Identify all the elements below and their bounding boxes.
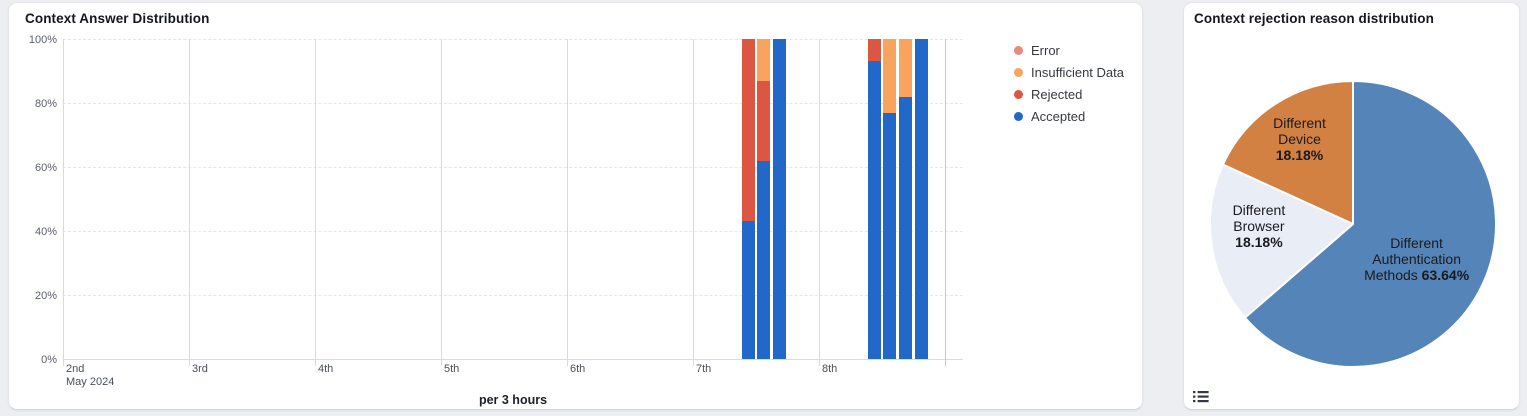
gridline-day-5 <box>693 39 694 366</box>
x-tick-4th: 4th <box>318 363 334 375</box>
bar-segment-accepted[interactable] <box>899 96 913 359</box>
legend-dot-icon <box>1014 89 1023 99</box>
x-tick-7th: 7th <box>696 363 712 375</box>
legend-toggle-icon[interactable] <box>1193 390 1209 404</box>
bar-segment-rejected[interactable] <box>757 80 771 161</box>
legend-item-rejected[interactable]: Rejected <box>1014 83 1124 105</box>
bar-chart-plot-area <box>63 39 963 366</box>
gridline-h-20% <box>63 295 963 296</box>
chart-legend: Error Insufficient Data Rejected Accepted <box>1014 39 1124 127</box>
legend-item-label: Accepted <box>1031 108 1086 124</box>
bar-segment-accepted[interactable] <box>867 61 881 359</box>
legend-item-accepted[interactable]: Accepted <box>1014 105 1124 127</box>
legend-item-label: Rejected <box>1031 86 1083 102</box>
legend-item-label: Insufficient Data <box>1031 64 1124 80</box>
legend-item-error[interactable]: Error <box>1014 39 1124 61</box>
x-tick-8th: 8th <box>822 363 838 375</box>
y-tick-60%: 60% <box>34 162 57 174</box>
x-axis-line <box>63 359 963 360</box>
gridline-day-0 <box>63 39 64 366</box>
bar-segment-insufficient_data[interactable] <box>899 39 913 97</box>
gridline-h-80% <box>63 103 963 104</box>
bar-segment-accepted[interactable] <box>773 39 787 359</box>
pie-chart <box>1209 80 1497 368</box>
gridline-h-60% <box>63 167 963 168</box>
y-tick-100%: 100% <box>28 34 57 46</box>
bar-segment-accepted[interactable] <box>883 112 897 359</box>
gridline-day-1 <box>189 39 190 366</box>
y-tick-20%: 20% <box>34 290 57 302</box>
pie-slice-label: Different Browser 18.18% <box>1232 202 1286 251</box>
gridline-h-40% <box>63 231 963 232</box>
context-answer-distribution-panel: Context Answer Distribution 0% 20% 40% 60% 8… <box>8 2 1143 410</box>
legend-dot-icon <box>1014 45 1023 55</box>
gridline-day-2 <box>315 39 316 366</box>
x-axis-unit-label: per 3 hours <box>478 393 548 407</box>
y-tick-0%: 0% <box>41 354 57 366</box>
stacked-bar-slot-51[interactable] <box>867 39 881 359</box>
bar-segment-rejected[interactable] <box>741 39 755 222</box>
y-tick-40%: 40% <box>34 226 57 238</box>
bar-segment-insufficient_data[interactable] <box>757 39 771 81</box>
legend-item-insufficient_data[interactable]: Insufficient Data <box>1014 61 1124 83</box>
stacked-bar-slot-44[interactable] <box>757 39 771 359</box>
x-tick-6th: 6th <box>570 363 586 375</box>
y-tick-80%: 80% <box>34 98 57 110</box>
pie-chart-title: Context rejection reason distribution <box>1194 11 1434 26</box>
stacked-bar-slot-52[interactable] <box>883 39 897 359</box>
gridline-day-4 <box>567 39 568 366</box>
gridline-h-100% <box>63 39 963 40</box>
pie-slice-label: Different Authentication Methods 63.64% <box>1364 234 1470 283</box>
gridline-day-6 <box>819 39 820 366</box>
x-tick-2nd: 2nd May 2024 <box>66 363 115 388</box>
bar-segment-accepted[interactable] <box>914 39 928 359</box>
bar-segment-rejected[interactable] <box>867 39 881 62</box>
stacked-bar-slot-43[interactable] <box>741 39 755 359</box>
x-tick-3rd: 3rd <box>192 363 208 375</box>
bar-segment-accepted[interactable] <box>757 160 771 359</box>
stacked-bar-slot-45[interactable] <box>773 39 787 359</box>
pie-slice-label: Different Device 18.18% <box>1273 115 1326 163</box>
legend-item-label: Error <box>1031 42 1060 58</box>
pie-slice-different-device[interactable] <box>1221 80 1354 225</box>
legend-dot-icon <box>1014 111 1023 121</box>
gridline-day-3 <box>441 39 442 366</box>
context-rejection-reason-panel: Context rejection reason distribution Di… <box>1183 2 1520 410</box>
chart-title: Context Answer Distribution <box>25 11 210 26</box>
list-icon <box>1193 391 1209 403</box>
pie-slice-different-authentication-methods[interactable] <box>1243 80 1497 368</box>
x-tick-5th: 5th <box>444 363 460 375</box>
stacked-bar-slot-54[interactable] <box>914 39 928 359</box>
bar-segment-insufficient_data[interactable] <box>883 39 897 113</box>
gridline-day-7 <box>945 39 946 366</box>
stacked-bar-slot-53[interactable] <box>899 39 913 359</box>
legend-dot-icon <box>1014 67 1023 77</box>
pie-slice-different-browser[interactable] <box>1209 163 1354 319</box>
bar-segment-accepted[interactable] <box>741 221 755 359</box>
